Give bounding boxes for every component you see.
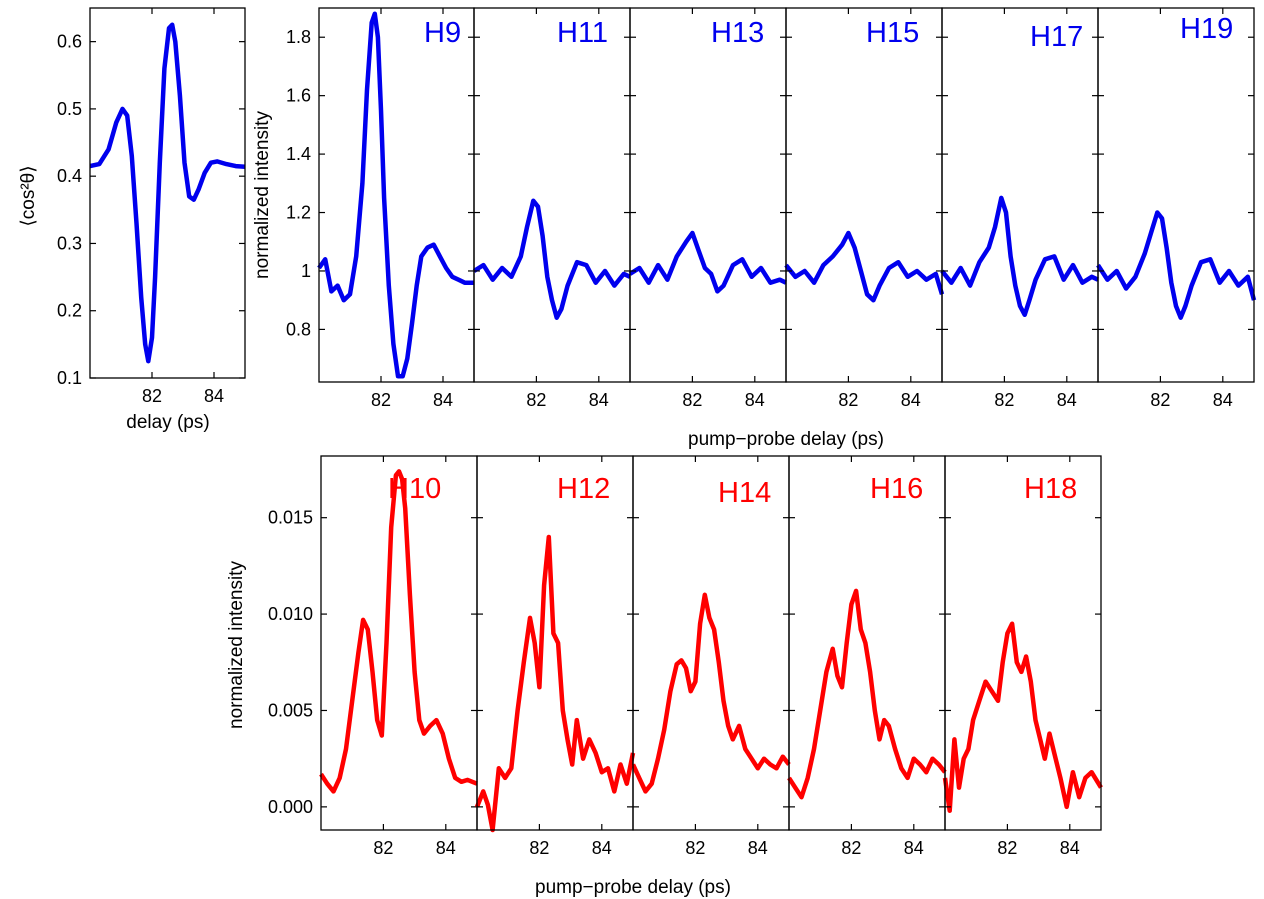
series-line: [89, 22, 246, 364]
axes-frame: [944, 455, 1102, 831]
x-tick-label: 82: [371, 390, 391, 410]
panel-alignment: 82 84 0.1 0.2 0.3 0.4 0.5 0.6: [57, 7, 246, 406]
y-axis-label: ⟨cos²θ⟩: [18, 165, 39, 226]
series-line: [942, 621, 1103, 813]
axes-frame: [941, 7, 1099, 383]
x-tick-label: 84: [204, 386, 224, 406]
y-tick-label: 1.8: [286, 27, 311, 47]
axes-frame: [1097, 7, 1255, 383]
panel-h17: 82 84 H17: [940, 7, 1099, 410]
harmonic-label: H19: [1180, 13, 1233, 45]
y-tick-label: 0.005: [268, 700, 313, 720]
harmonic-label: H18: [1024, 473, 1077, 505]
y-tick-label: 0.2: [57, 301, 82, 321]
y-tick-label: 0.015: [268, 508, 313, 528]
x-tick-label: 84: [745, 390, 765, 410]
y-axis-label: normalized intensity: [252, 111, 273, 279]
y-tick-label: 0.000: [268, 797, 313, 817]
harmonic-label: H15: [866, 17, 919, 49]
x-tick-label: 82: [841, 838, 861, 858]
harmonic-label: H17: [1030, 21, 1083, 53]
panel-h9: 82 84 0.8 1 1.2 1.4 1.6 1.8 H9: [286, 7, 475, 410]
x-tick-label: 82: [373, 838, 393, 858]
y-tick-label: 0.3: [57, 233, 82, 253]
x-tick-label: 84: [1060, 838, 1080, 858]
series-line: [784, 230, 945, 303]
panel-h11: 82 84 H11: [472, 7, 631, 410]
harmonic-label: H14: [718, 477, 771, 509]
x-tick-label: 82: [526, 390, 546, 410]
panel-h14: 82 84 H14: [630, 455, 791, 858]
series-line: [317, 11, 474, 379]
x-axis-label: delay (ps): [126, 412, 209, 433]
x-tick-label: 84: [589, 390, 609, 410]
x-tick-label: 84: [436, 838, 456, 858]
y-tick-label: 0.1: [57, 368, 82, 388]
x-tick-label: 82: [682, 390, 702, 410]
series-line: [628, 230, 787, 294]
panel-h10: 82 84 0.000 0.005 0.010 0.015 H10: [268, 455, 478, 858]
axes-frame: [89, 7, 246, 379]
x-tick-label: 82: [838, 390, 858, 410]
axes-frame: [318, 7, 475, 383]
harmonic-label: H9: [424, 17, 461, 49]
axes-frame: [473, 7, 631, 383]
x-tick-label: 84: [901, 390, 921, 410]
series-line: [787, 588, 947, 800]
y-tick-label: 1: [301, 261, 311, 281]
y-tick-label: 1.4: [286, 144, 311, 164]
y-tick-label: 0.4: [57, 166, 82, 186]
series-line: [940, 195, 1099, 318]
x-tick-label: 84: [592, 838, 612, 858]
y-tick-label: 0.010: [268, 604, 313, 624]
panel-h12: 82 84 H12: [474, 455, 636, 858]
x-tick-label: 82: [994, 390, 1014, 410]
series-line: [472, 198, 631, 320]
x-tick-label: 84: [1213, 390, 1233, 410]
harmonic-label: H13: [711, 17, 764, 49]
panel-h13: 82 84 H13: [628, 7, 787, 410]
x-tick-label: 84: [748, 838, 768, 858]
y-tick-label: 1.2: [286, 203, 311, 223]
x-tick-label: 82: [1150, 390, 1170, 410]
harmonic-label: H11: [557, 17, 608, 49]
panel-h16: 82 84 H16: [787, 455, 947, 858]
x-tick-label: 82: [529, 838, 549, 858]
y-axis-label: normalized intensity: [226, 561, 247, 729]
x-tick-label: 84: [904, 838, 924, 858]
x-tick-label: 82: [997, 838, 1017, 858]
y-tick-label: 0.8: [286, 319, 311, 339]
series-line: [1096, 210, 1257, 320]
x-axis-label: pump−probe delay (ps): [535, 877, 731, 898]
panel-h19: 82 84 H19: [1096, 7, 1257, 410]
series-line: [630, 592, 791, 794]
panel-h15: 82 84 H15: [784, 7, 945, 410]
y-tick-label: 1.6: [286, 86, 311, 106]
x-tick-label: 84: [1057, 390, 1077, 410]
axes-frame: [785, 7, 943, 383]
panel-h18: 82 84 H18: [942, 455, 1103, 858]
harmonic-label: H16: [870, 473, 923, 505]
x-axis-label: pump−probe delay (ps): [688, 429, 884, 450]
x-tick-label: 82: [685, 838, 705, 858]
x-tick-label: 82: [142, 386, 162, 406]
harmonic-label: H12: [557, 473, 610, 505]
x-tick-label: 84: [433, 390, 453, 410]
series-line: [319, 469, 478, 794]
y-tick-label: 0.5: [57, 99, 82, 119]
y-tick-label: 0.6: [57, 32, 82, 52]
harmonic-label: H10: [388, 473, 441, 505]
axes-frame: [629, 7, 787, 383]
series-line: [474, 534, 636, 833]
